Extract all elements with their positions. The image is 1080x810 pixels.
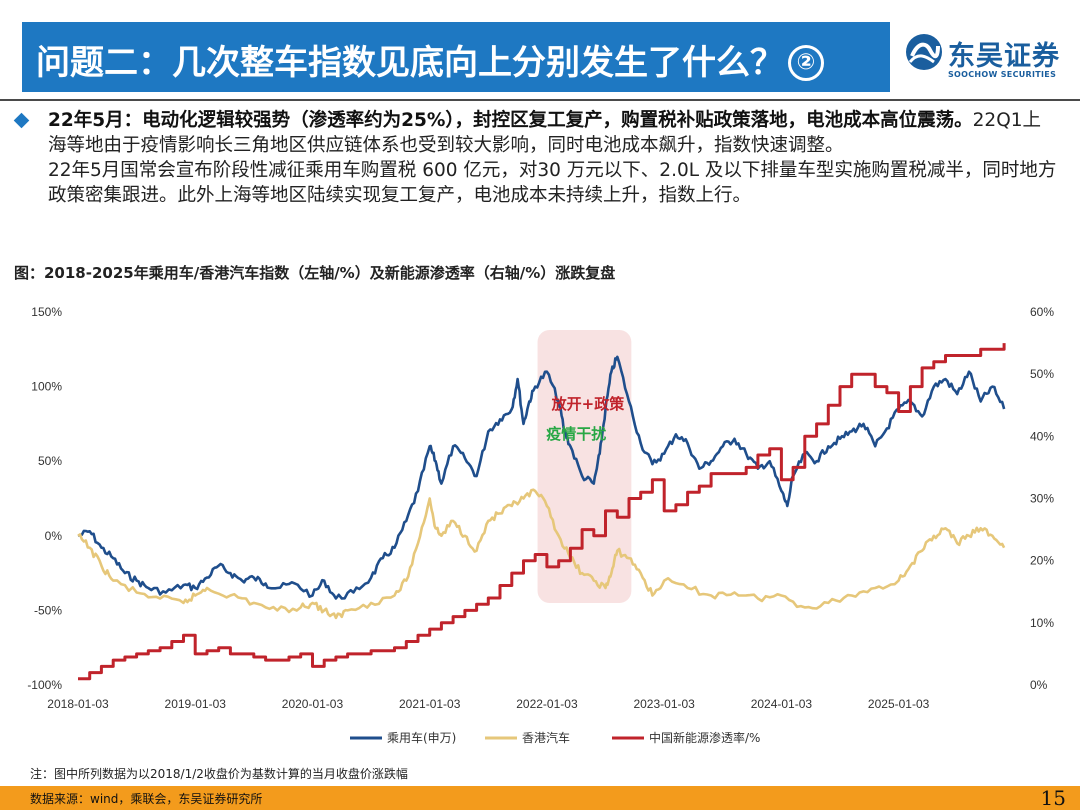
- x-tick-label: 2018-01-03: [47, 697, 109, 711]
- y-right-tick-label: 50%: [1030, 367, 1054, 381]
- y-left-tick-label: -50%: [34, 603, 62, 617]
- y-right-tick-label: 20%: [1030, 554, 1054, 568]
- footer-bar: 数据来源：wind，乘联会，东吴证券研究所 15: [0, 786, 1080, 810]
- y-right-tick-label: 40%: [1030, 429, 1054, 443]
- header-divider: [0, 99, 1080, 101]
- y-right-tick-label: 30%: [1030, 492, 1054, 506]
- company-logo: 东吴证券 SOOCHOW SECURITIES: [904, 28, 1064, 88]
- y-left-tick-label: 0%: [45, 529, 63, 543]
- y-right-tick-label: 60%: [1030, 305, 1054, 319]
- y-left-tick-label: 150%: [31, 305, 62, 319]
- chart-annotation-2: 疫情干扰: [546, 425, 606, 443]
- logo-text-en: SOOCHOW SECURITIES: [948, 70, 1057, 79]
- data-source: 数据来源：wind，乘联会，东吴证券研究所: [30, 792, 263, 806]
- y-left-tick-label: 100%: [31, 380, 62, 394]
- x-tick-label: 2024-01-03: [751, 697, 813, 711]
- chart-note: 注：图中所列数据为以2018/1/2收盘价为基数计算的当月收盘价涨跌幅: [30, 767, 408, 781]
- page-number: 15: [1040, 786, 1066, 810]
- legend-label: 乘用车(申万): [387, 730, 456, 745]
- y-right-tick-label: 10%: [1030, 616, 1054, 630]
- y-left-tick-label: -100%: [27, 678, 62, 692]
- title-badge: ②: [788, 45, 824, 81]
- x-tick-label: 2019-01-03: [165, 697, 227, 711]
- highlight-region: [537, 330, 632, 603]
- y-left-tick-label: 50%: [38, 454, 62, 468]
- x-tick-label: 2025-01-03: [868, 697, 930, 711]
- bullet-diamond-icon: [13, 112, 30, 129]
- chart-annotation-1: 放开+政策: [551, 395, 626, 413]
- chart-title: 图：2018-2025年乘用车/香港汽车指数（左轴/%）及新能源渗透率（右轴/%…: [14, 264, 616, 282]
- series-line-2: [77, 488, 1006, 620]
- x-tick-label: 2021-01-03: [399, 697, 461, 711]
- series-line-1: [77, 355, 1006, 600]
- chart: 150% 100% 50% 0% -50% -100% 60% 50% 40% 30% 20% 10%…: [27, 305, 1054, 745]
- body-text-1: 22Q1上海等地由于疫情影响长三角地区供应链体系也受到较大影响，同时电池成本飙升…: [48, 110, 1042, 156]
- body-lead: 22年5月：电动化逻辑较强势（渗透率约为25%），封控区复工复产，购置税补贴政策…: [48, 110, 973, 131]
- logo-mark-icon: [906, 34, 942, 70]
- logo-text-cn: 东吴证券: [948, 41, 1060, 72]
- title-bar: 问题二：几次整车指数见底向上分别发生了什么？ ②: [22, 22, 890, 92]
- body-text-2: 22年5月国常会宣布阶段性减征乘用车购置税 600 亿元，对30 万元以下、2.…: [48, 160, 1057, 206]
- x-tick-label: 2022-01-03: [516, 697, 578, 711]
- series-line-3: [78, 343, 1006, 681]
- x-tick-label: 2020-01-03: [282, 697, 344, 711]
- page-title: 问题二：几次整车指数见底向上分别发生了什么？ ②: [36, 35, 824, 84]
- legend-label: 中国新能源渗透率/%: [649, 730, 760, 745]
- y-right-tick-label: 0%: [1030, 678, 1048, 692]
- body-paragraph: 22年5月：电动化逻辑较强势（渗透率约为25%），封控区复工复产，购置税补贴政策…: [48, 108, 1058, 208]
- legend-label: 香港汽车: [522, 730, 570, 745]
- x-tick-label: 2023-01-03: [633, 697, 695, 711]
